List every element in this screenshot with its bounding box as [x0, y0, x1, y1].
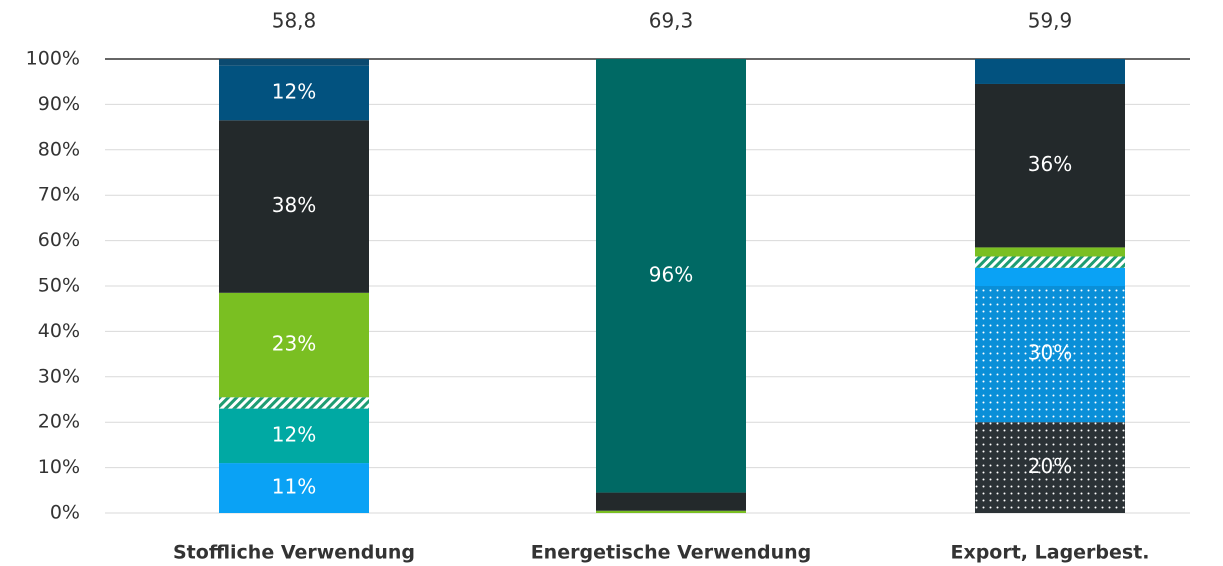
- y-tick-label: 0%: [50, 502, 80, 524]
- value-label: 96%: [649, 262, 693, 286]
- value-label: 30%: [1028, 341, 1072, 365]
- total-label: 69,3: [649, 9, 694, 33]
- y-tick-label: 10%: [38, 456, 80, 478]
- bar-segment: [219, 120, 369, 293]
- bar-segment: [219, 65, 369, 121]
- y-tick-label: 100%: [26, 48, 80, 70]
- x-tick-label: Export, Lagerbest.: [950, 542, 1149, 564]
- y-tick-label: 80%: [38, 138, 80, 160]
- y-tick-label: 50%: [38, 275, 80, 297]
- y-tick-label: 40%: [38, 320, 80, 342]
- value-label: 12%: [272, 80, 316, 104]
- bar-segment: [219, 59, 369, 66]
- bar-pattern: [219, 397, 369, 409]
- bar-segment: [975, 267, 1125, 286]
- bar-segment: [219, 292, 369, 398]
- value-label: 38%: [272, 193, 316, 217]
- y-tick-label: 70%: [38, 184, 80, 206]
- value-label: 23%: [272, 332, 316, 356]
- value-label: 36%: [1028, 152, 1072, 176]
- bar-segment: [596, 510, 746, 513]
- bar-pattern: [975, 422, 1125, 513]
- total-label: 58,8: [272, 9, 317, 33]
- bar-pattern: [975, 256, 1125, 268]
- bar-segment: [596, 492, 746, 511]
- value-label: 12%: [272, 422, 316, 446]
- bar-pattern: [975, 286, 1125, 423]
- bar-segment: [219, 463, 369, 513]
- value-label: 11%: [272, 475, 316, 499]
- value-label: 20%: [1028, 454, 1072, 478]
- y-tick-label: 30%: [38, 365, 80, 387]
- total-label: 59,9: [1028, 9, 1073, 33]
- x-tick-label: Energetische Verwendung: [531, 542, 812, 564]
- bar-segment: [975, 247, 1125, 257]
- bar-segment: [975, 83, 1125, 248]
- bar-segment: [975, 59, 1125, 84]
- bar-segment: [596, 59, 746, 493]
- y-tick-label: 90%: [38, 93, 80, 115]
- bar-segment: [219, 408, 369, 464]
- y-tick-label: 60%: [38, 229, 80, 251]
- y-tick-label: 20%: [38, 411, 80, 433]
- x-tick-label: Stoffliche Verwendung: [173, 542, 415, 564]
